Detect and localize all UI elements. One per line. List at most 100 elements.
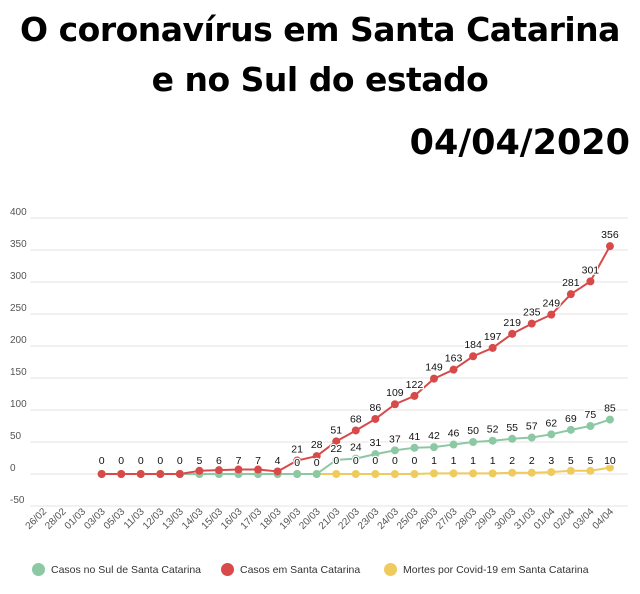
x-tick-label: 28/02 — [43, 506, 69, 532]
data-point — [234, 465, 243, 474]
data-point — [332, 470, 341, 478]
data-label: 62 — [545, 417, 557, 429]
data-label: 22 — [330, 443, 342, 455]
data-label: 55 — [506, 422, 518, 434]
data-label: 0 — [333, 455, 339, 467]
data-point — [547, 468, 556, 477]
data-point — [390, 470, 399, 478]
x-tick-label: 22/03 — [336, 506, 362, 532]
data-label: 235 — [523, 307, 541, 319]
x-tick-label: 17/03 — [239, 506, 265, 532]
data-label: 149 — [425, 362, 443, 374]
data-point — [449, 469, 458, 478]
x-tick-label: 19/03 — [278, 506, 304, 532]
data-point — [469, 438, 478, 446]
data-label: 7 — [236, 455, 242, 467]
data-point — [469, 469, 478, 478]
data-label: 249 — [543, 298, 561, 310]
legend-item-mortes: Mortes por Covid-19 em Santa Catarina — [384, 563, 589, 576]
data-label: 10 — [604, 455, 616, 467]
x-tick-label: 21/03 — [317, 506, 343, 532]
data-point — [410, 443, 419, 452]
data-label: 1 — [451, 455, 457, 467]
data-label: 46 — [448, 428, 460, 440]
data-label: 50 — [467, 425, 479, 437]
data-label: 5 — [587, 455, 593, 467]
data-label: 41 — [409, 431, 421, 443]
data-point — [449, 440, 458, 449]
data-point — [586, 277, 595, 286]
data-label: 281 — [562, 277, 580, 289]
data-label: 5 — [196, 455, 202, 467]
x-tick-label: 05/03 — [102, 506, 128, 532]
data-label: 68 — [350, 413, 362, 425]
data-label: 0 — [157, 455, 163, 467]
data-point — [547, 430, 556, 439]
data-label: 1 — [431, 455, 437, 467]
data-label: 31 — [370, 437, 382, 449]
data-point — [117, 470, 126, 478]
data-point — [293, 456, 302, 465]
data-point — [527, 468, 536, 477]
data-point — [371, 470, 380, 478]
legend-label: Mortes por Covid-19 em Santa Catarina — [403, 563, 589, 576]
data-point — [410, 391, 419, 400]
legend-item-sc: Casos em Santa Catarina — [221, 563, 360, 576]
data-label: 2 — [529, 455, 535, 467]
data-label: 163 — [445, 353, 463, 365]
data-label: 0 — [99, 455, 105, 467]
data-label: 24 — [350, 442, 362, 454]
data-point — [97, 470, 106, 478]
x-tick-label: 04/04 — [591, 506, 617, 532]
data-point — [175, 470, 184, 478]
data-point — [351, 454, 360, 463]
data-label: 0 — [314, 457, 320, 469]
legend-label: Casos no Sul de Santa Catarina — [51, 563, 202, 576]
x-tick-label: 16/03 — [219, 506, 245, 532]
data-point — [566, 290, 575, 299]
x-tick-label: 25/03 — [395, 506, 421, 532]
data-label: 7 — [255, 455, 261, 467]
data-point — [527, 433, 536, 442]
data-label: 356 — [601, 229, 619, 241]
legend-item-sul: Casos no Sul de Santa Catarina — [32, 563, 201, 576]
data-point — [410, 470, 419, 478]
x-tick-label: 03/04 — [571, 506, 597, 532]
data-label: 21 — [291, 444, 303, 456]
x-tick-label: 30/03 — [493, 506, 519, 532]
x-tick-label: 15/03 — [200, 506, 226, 532]
data-label: 51 — [330, 424, 342, 436]
data-point — [508, 329, 517, 338]
data-point — [293, 470, 302, 478]
chart-title-line-1: O coronavírus em Santa Catarina — [20, 10, 620, 49]
data-label: 37 — [389, 433, 401, 445]
data-label: 219 — [503, 317, 521, 329]
data-point — [371, 450, 380, 459]
data-label: 1 — [470, 455, 476, 467]
x-tick-label: 23/03 — [356, 506, 382, 532]
x-tick-label: 13/03 — [160, 506, 186, 532]
legend-marker-icon — [32, 563, 45, 576]
data-point — [605, 242, 614, 251]
data-label: 28 — [311, 439, 323, 451]
data-label: 109 — [386, 387, 404, 399]
data-point — [527, 319, 536, 328]
data-point — [214, 466, 223, 475]
x-tick-label: 14/03 — [180, 506, 206, 532]
data-label: 301 — [582, 264, 600, 276]
data-point — [312, 470, 321, 478]
data-point — [508, 434, 517, 443]
data-point — [586, 466, 595, 475]
y-tick-label: 100 — [10, 399, 27, 410]
data-label: 6 — [216, 455, 222, 467]
data-label: 0 — [372, 455, 378, 467]
data-label: 3 — [548, 455, 554, 467]
y-tick-label: 50 — [10, 431, 22, 442]
data-point — [430, 443, 438, 452]
data-label: 0 — [294, 457, 300, 469]
x-tick-label: 20/03 — [297, 506, 323, 532]
data-label: 42 — [428, 430, 440, 442]
data-label: 0 — [118, 455, 124, 467]
data-point — [351, 426, 360, 435]
x-tick-label: 31/03 — [512, 506, 538, 532]
